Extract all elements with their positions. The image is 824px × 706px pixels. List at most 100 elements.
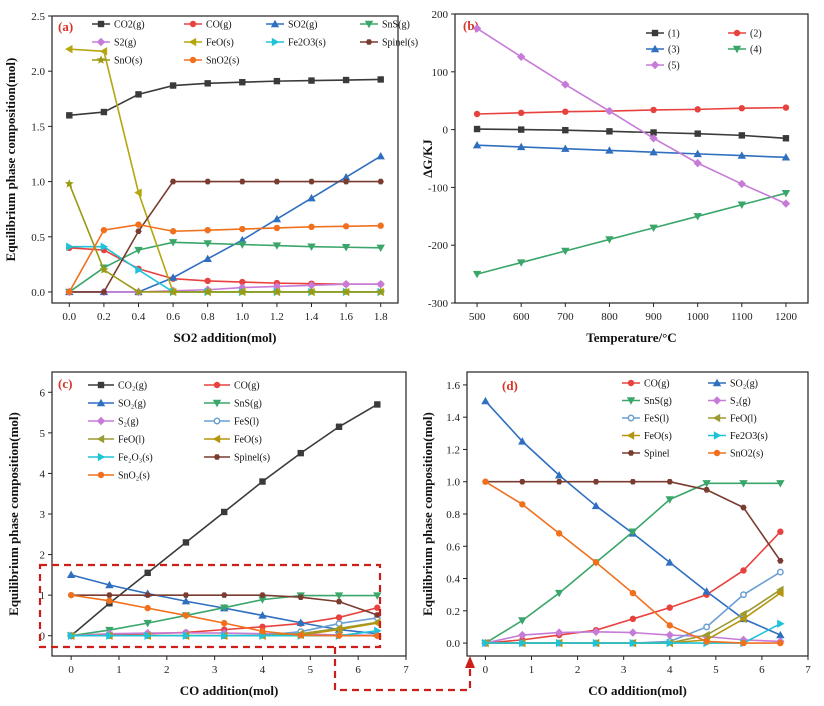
y-tick-label: 0.2 [446,606,460,618]
data-point [628,628,638,637]
data-point [376,244,385,253]
data-point [592,478,600,485]
data-point [169,82,177,89]
data-point [517,126,525,133]
series-line [69,247,381,286]
connector-arrow [333,647,475,692]
legend-marker [712,413,721,423]
data-point [592,638,601,648]
y-tick-label: -300 [428,298,449,310]
data-point [738,105,746,112]
x-tick-label: 7 [403,664,409,676]
y-axis-label: ΔG/KJ [420,139,435,178]
legend-entry: Spinel [644,449,670,460]
data-point [258,611,267,619]
data-point [473,110,481,118]
legend-marker [365,39,373,45]
legend-marker [189,56,197,64]
legend: CO2(g) CO(g) SO2(g) SnS(g) S2(g) FeO(s) Fe2O3(… [92,20,418,67]
data-point [334,592,344,600]
legend-marker [270,19,280,28]
data-point [308,178,315,185]
data-point [307,243,316,251]
legend-marker [213,454,221,460]
y-tick-label: 1.4 [446,412,460,424]
data-point [182,592,190,598]
data-point [135,91,142,98]
x-tick-label: 3 [212,664,218,676]
data-point [781,199,791,208]
legend-marker [713,431,722,440]
x-tick-label: 1.0 [235,311,249,323]
data-point [777,639,784,647]
data-point [220,604,229,612]
data-point [666,638,674,648]
legend-entry: CO(g) [206,20,232,31]
data-point [259,478,266,485]
y-tick-label: 1.0 [31,177,45,189]
data-point [342,223,350,230]
y-tick-label: 2 [40,550,46,562]
x-axis-label: CO addition(mol) [588,683,687,698]
x-tick-label: 600 [513,311,530,323]
data-point [666,604,673,611]
data-point [341,172,351,181]
legend-marker [364,20,374,29]
data-point [169,228,177,235]
series-spinel [482,478,784,564]
y-tick-label: 0.0 [31,287,45,299]
data-point [472,270,482,279]
data-point [776,630,785,639]
data-point [341,287,351,296]
data-point [272,214,282,223]
panel-a: 0.0 0.2 0.4 0.6 0.8 1.0 1.2 1.4 1.6 1.8 0.0 0.5 1.0 1… [3,11,418,345]
data-point [629,478,637,485]
data-point [605,106,614,116]
legend-marker [212,399,222,408]
data-point [665,558,674,566]
data-point [562,126,569,134]
data-point [67,591,75,599]
y-tick-label: 0.5 [31,232,45,244]
y-axis-label: Equilibrium phase composition(mol) [420,412,435,616]
data-point [376,287,386,296]
data-point [374,604,381,611]
data-point [308,77,315,84]
legend-entry: Fe₂O₃(s) [118,453,153,464]
data-point [377,76,384,83]
legend-entry: Fe2O3(s) [730,431,768,442]
data-point [204,80,211,87]
series-line [69,180,381,293]
data-point [221,592,228,598]
legend: CO₂(g) CO(g) SO₂(g) SnS(g) S₂(g) FeS(l) FeO(l)… [88,381,270,482]
legend-marker [213,417,221,425]
data-point [144,604,151,612]
legend-marker [650,60,660,70]
data-point [666,622,673,629]
series-line [476,27,787,205]
legend-marker [97,20,105,28]
data-point [99,265,109,274]
legend-marker [627,450,635,456]
legend-marker [271,37,280,47]
legend-entry: CO(g) [234,381,260,392]
legend-marker [96,416,106,426]
plot-frame [454,13,809,304]
x-tick-label: 0.2 [97,311,111,323]
legend-marker [626,431,635,440]
data-point [554,589,564,598]
series-line [477,144,786,159]
legend-marker [97,452,106,462]
data-point [273,178,281,185]
data-point [273,77,281,85]
y-axis-label: Equilibrium phase composition(mol) [3,58,18,262]
series-co2-g- [66,76,384,119]
panel-label: (a) [58,19,73,34]
data-point [703,487,710,493]
data-point [66,242,74,251]
data-point [307,193,316,202]
data-point [307,281,316,290]
data-point [144,592,151,598]
data-point [106,631,114,640]
y-tick-label: 0 [40,631,46,643]
